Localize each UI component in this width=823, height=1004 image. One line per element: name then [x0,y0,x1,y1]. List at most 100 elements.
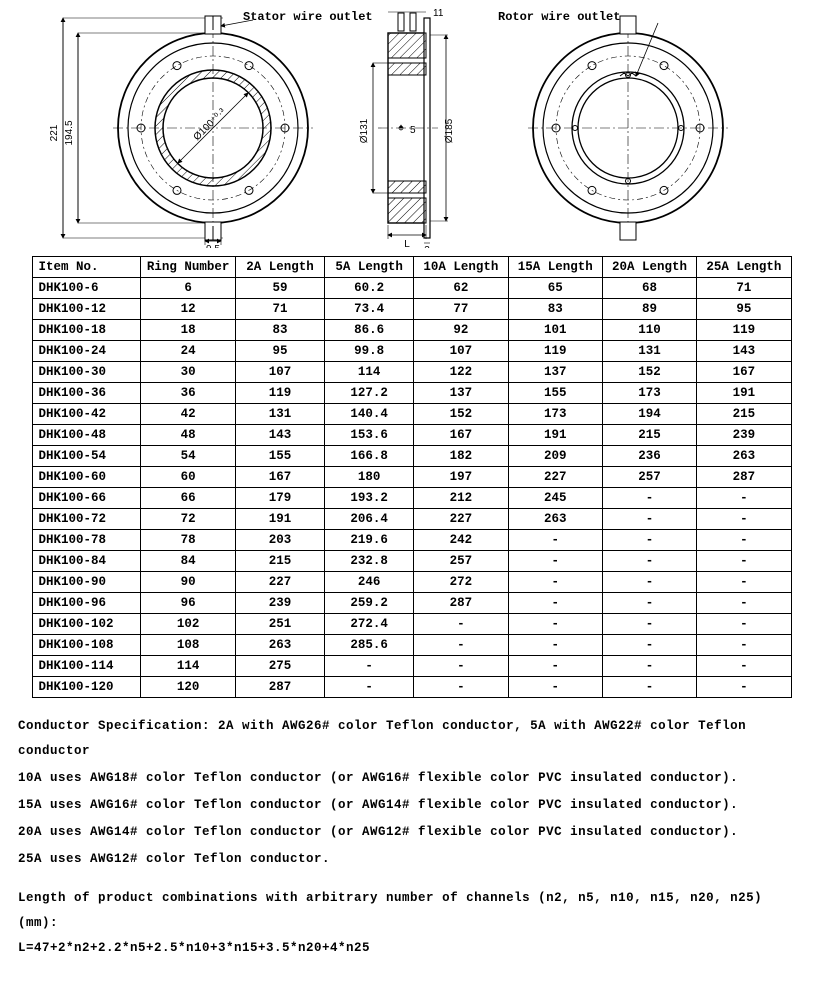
svg-text:9.5: 9.5 [206,244,220,248]
value-cell: 131 [235,404,324,425]
value-cell: 90 [141,572,236,593]
table-row: DHK100-665960.262656871 [32,278,791,299]
value-cell: 194 [602,404,696,425]
value-cell: 86.6 [325,320,414,341]
value-cell: 203 [235,530,324,551]
value-cell: - [414,635,508,656]
item-no-cell: DHK100-60 [32,467,141,488]
value-cell: 272.4 [325,614,414,635]
table-row: DHK100-4848143153.6167191215239 [32,425,791,446]
value-cell: 119 [235,383,324,404]
value-cell: - [414,677,508,698]
value-cell: - [414,656,508,677]
value-cell: 263 [697,446,791,467]
item-no-cell: DHK100-102 [32,614,141,635]
stator-label: Stator wire outlet [243,10,373,24]
value-cell: 263 [235,635,324,656]
value-cell: 119 [697,320,791,341]
note-line: Conductor Specification: 2A with AWG26# … [18,714,805,764]
item-no-cell: DHK100-42 [32,404,141,425]
note-line: 15A uses AWG16# color Teflon conductor (… [18,793,805,818]
value-cell: 239 [235,593,324,614]
table-row: DHK100-114114275----- [32,656,791,677]
value-cell: 60.2 [325,278,414,299]
value-cell: 95 [697,299,791,320]
value-cell: 242 [414,530,508,551]
rotor-label: Rotor wire outlet [498,10,620,24]
value-cell: - [697,677,791,698]
value-cell: - [325,677,414,698]
value-cell: 127.2 [325,383,414,404]
value-cell: 137 [508,362,602,383]
value-cell: 114 [325,362,414,383]
value-cell: 72 [141,509,236,530]
value-cell: 120 [141,677,236,698]
value-cell: 152 [602,362,696,383]
value-cell: 54 [141,446,236,467]
table-row: DHK100-18188386.692101110119 [32,320,791,341]
item-no-cell: DHK100-78 [32,530,141,551]
value-cell: 166.8 [325,446,414,467]
value-cell: - [508,572,602,593]
value-cell: 153.6 [325,425,414,446]
value-cell: 96 [141,593,236,614]
value-cell: 246 [325,572,414,593]
value-cell: 18 [141,320,236,341]
value-cell: 152 [414,404,508,425]
value-cell: 182 [414,446,508,467]
item-no-cell: DHK100-66 [32,488,141,509]
value-cell: - [697,488,791,509]
col-header: 15A Length [508,257,602,278]
value-cell: 71 [697,278,791,299]
value-cell: 77 [414,299,508,320]
item-no-cell: DHK100-54 [32,446,141,467]
value-cell: - [697,614,791,635]
svg-text:221: 221 [49,124,60,141]
col-header: 5A Length [325,257,414,278]
formula-section: Length of product combinations with arbi… [18,886,805,961]
value-cell: 99.8 [325,341,414,362]
note-line: 20A uses AWG14# color Teflon conductor (… [18,820,805,845]
table-row: DHK100-6666179193.2212245-- [32,488,791,509]
value-cell: 191 [697,383,791,404]
item-no-cell: DHK100-108 [32,635,141,656]
value-cell: 65 [508,278,602,299]
value-cell: 101 [508,320,602,341]
table-row: DHK100-6060167180197227257287 [32,467,791,488]
value-cell: 167 [414,425,508,446]
value-cell: 191 [235,509,324,530]
value-cell: 212 [414,488,508,509]
value-cell: - [325,656,414,677]
value-cell: 179 [235,488,324,509]
value-cell: 107 [414,341,508,362]
value-cell: - [602,572,696,593]
value-cell: 193.2 [325,488,414,509]
value-cell: 155 [508,383,602,404]
value-cell: 137 [414,383,508,404]
value-cell: - [602,488,696,509]
value-cell: 215 [602,425,696,446]
note-line: 10A uses AWG18# color Teflon conductor (… [18,766,805,791]
table-row: DHK100-12127173.477838995 [32,299,791,320]
value-cell: - [602,677,696,698]
item-no-cell: DHK100-114 [32,656,141,677]
value-cell: 272 [414,572,508,593]
value-cell: 114 [141,656,236,677]
value-cell: - [602,635,696,656]
value-cell: 155 [235,446,324,467]
value-cell: 110 [602,320,696,341]
value-cell: 131 [602,341,696,362]
item-no-cell: DHK100-18 [32,320,141,341]
value-cell: 119 [508,341,602,362]
value-cell: 167 [235,467,324,488]
value-cell: 227 [235,572,324,593]
spec-table: Item No.Ring Number2A Length5A Length10A… [32,256,792,698]
value-cell: 102 [141,614,236,635]
value-cell: 84 [141,551,236,572]
value-cell: 68 [602,278,696,299]
value-cell: 62 [414,278,508,299]
value-cell: 36 [141,383,236,404]
svg-text:194.5: 194.5 [64,120,75,145]
svg-text:11: 11 [433,8,444,19]
table-header-row: Item No.Ring Number2A Length5A Length10A… [32,257,791,278]
